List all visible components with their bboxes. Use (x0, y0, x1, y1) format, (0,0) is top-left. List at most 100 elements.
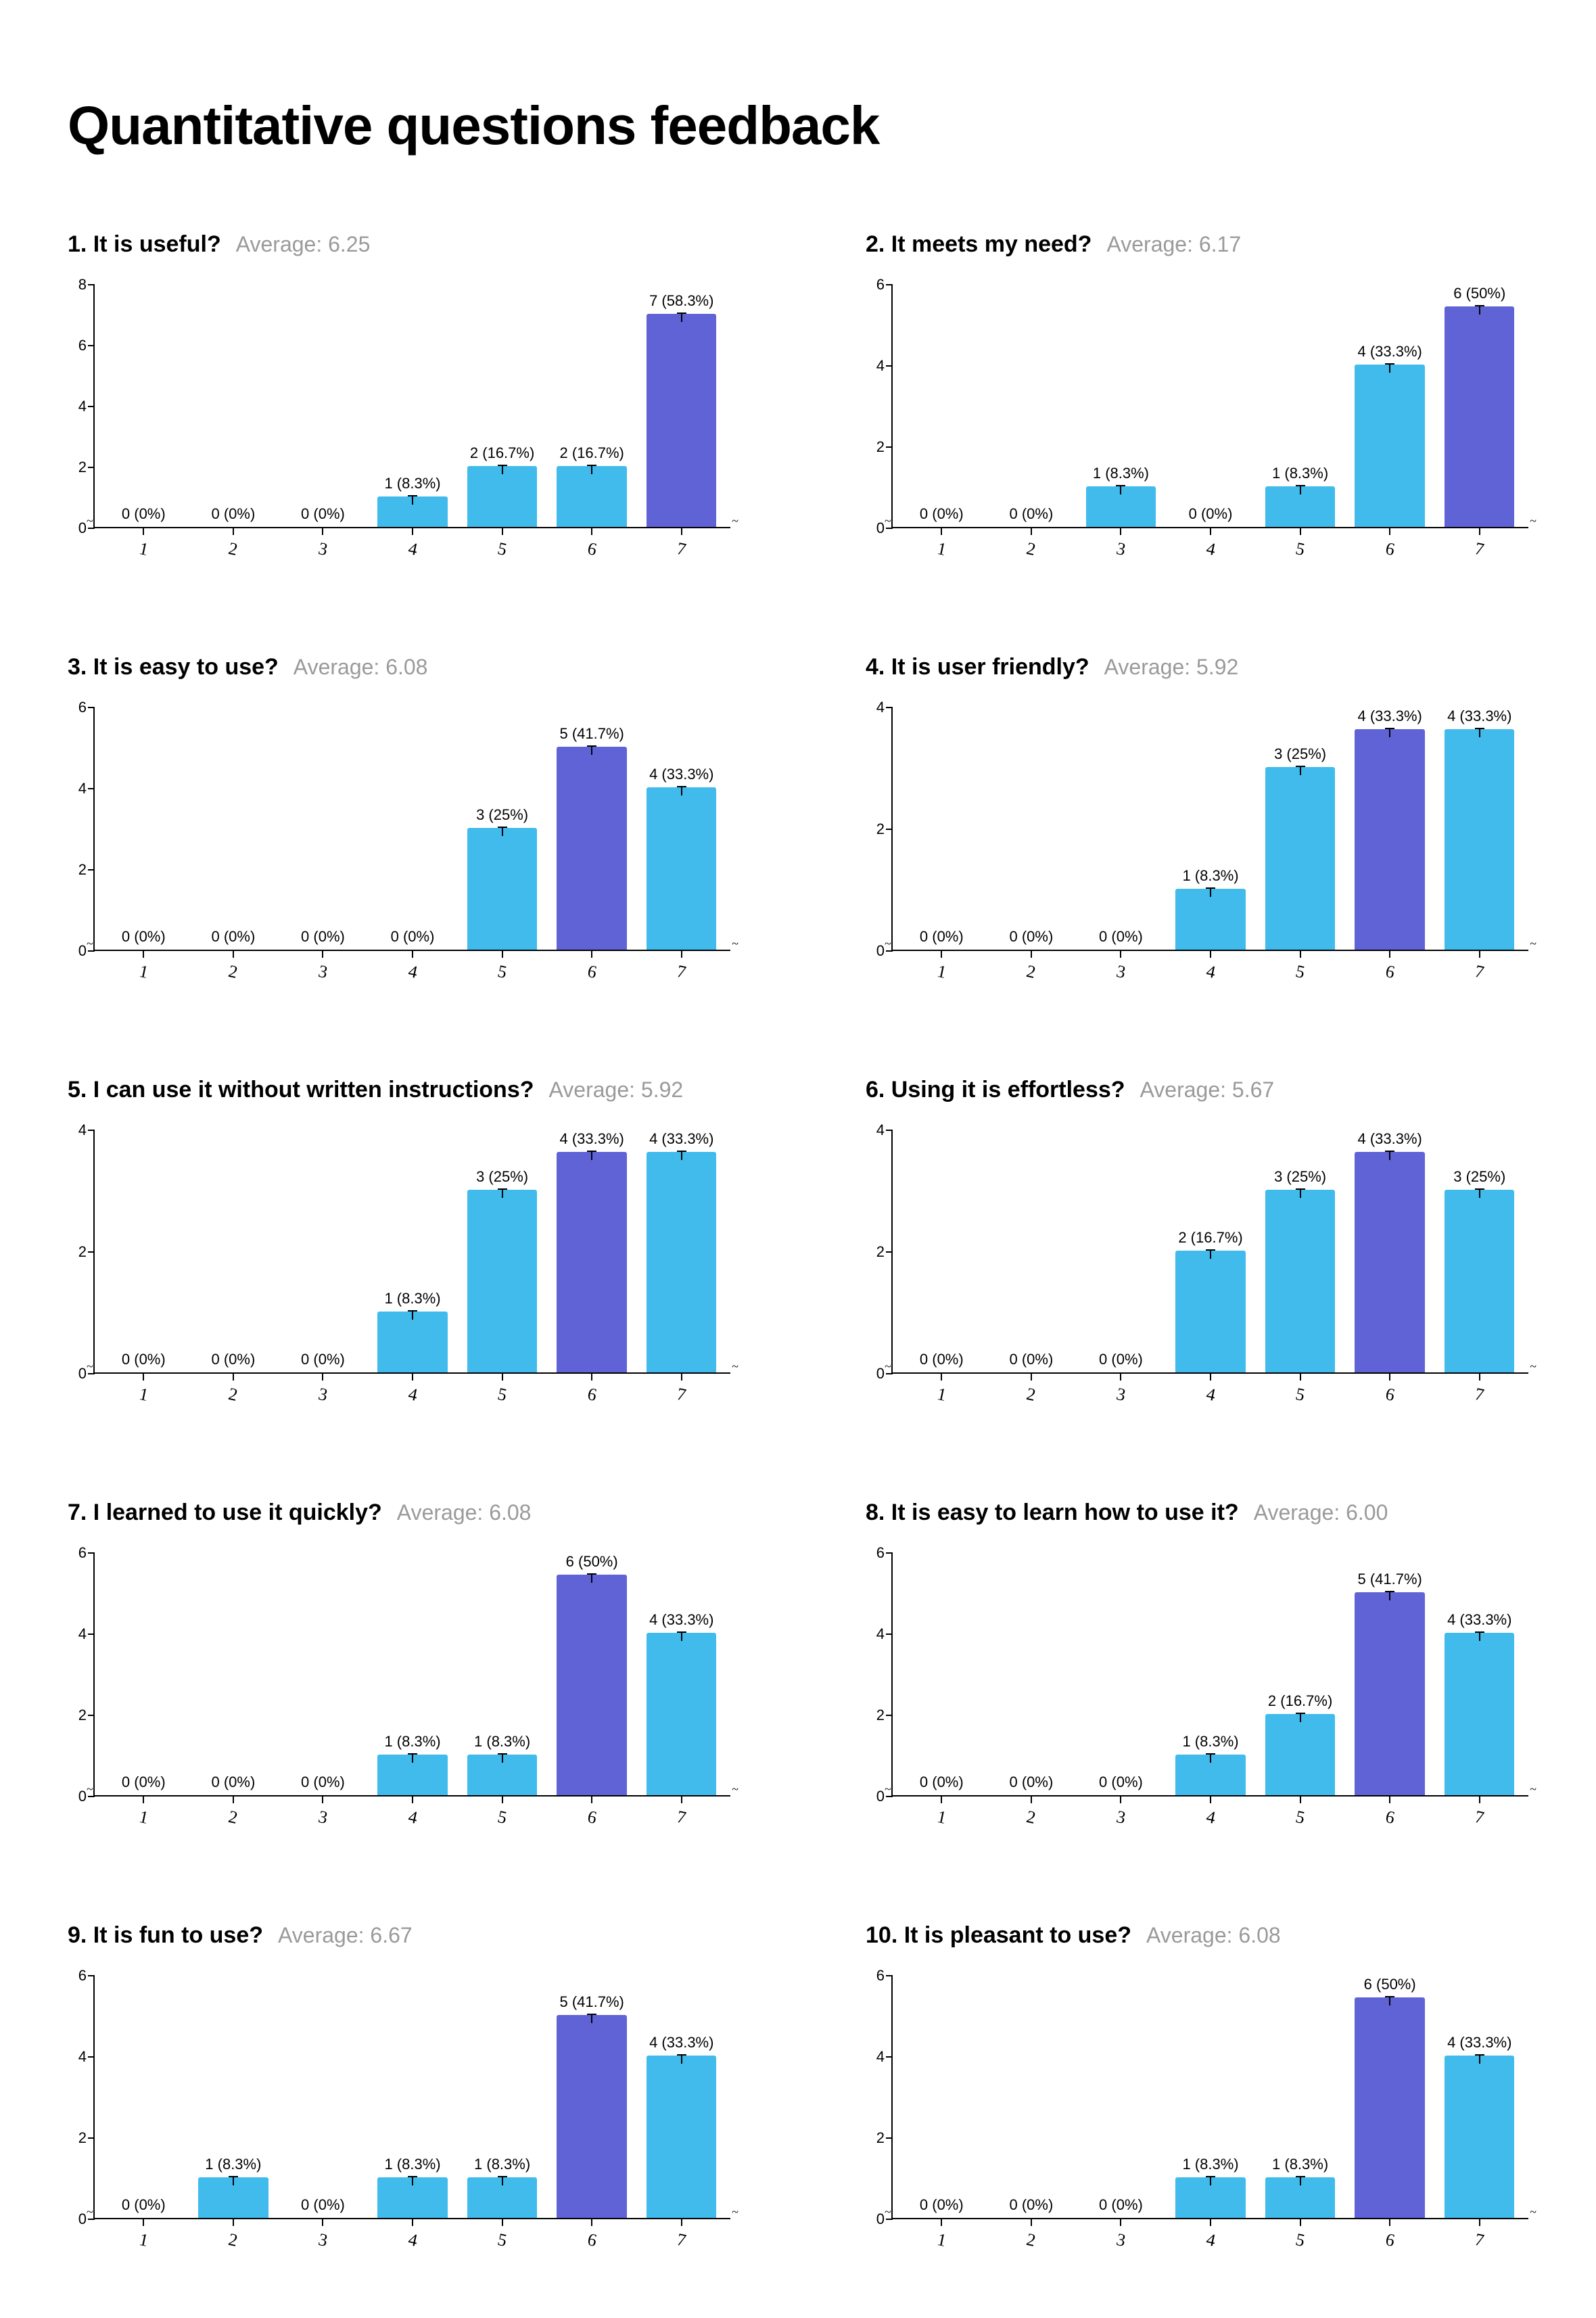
x-tick: 2 (189, 1797, 279, 1828)
chart-block: 3. It is easy to use?Average: 6.0802460 … (68, 654, 730, 982)
bar-column: 1 (8.3%) (1255, 285, 1345, 527)
bar-value-label: 7 (58.3%) (649, 292, 713, 310)
bar (647, 314, 716, 527)
x-tick-label: 2 (1025, 538, 1037, 560)
axis-curl-left-icon: ~ (87, 1360, 93, 1374)
y-tick-mark (886, 1975, 893, 1976)
x-tick-mark (322, 528, 323, 535)
bar-column: 0 (0%) (189, 1553, 279, 1795)
x-tick-label: 5 (496, 538, 509, 560)
x-tick: 7 (636, 951, 726, 982)
y-tick-mark (88, 1130, 95, 1131)
bar-value-label: 5 (41.7%) (559, 725, 624, 743)
y-tick-label: 0 (78, 519, 87, 537)
x-tick-mark (143, 951, 144, 958)
x-tick-mark (502, 528, 503, 535)
bar-column: 4 (33.3%) (636, 1130, 726, 1372)
bar-cap-icon (1479, 728, 1480, 737)
x-axis: 1234567 (893, 1374, 1528, 1405)
x-axis: 1234567 (95, 1374, 730, 1405)
x-tick-mark (1210, 1797, 1211, 1803)
x-tick-label: 1 (137, 1807, 150, 1828)
bar-column: 3 (25%) (1255, 708, 1345, 950)
bar-value-label: 1 (8.3%) (474, 2156, 530, 2173)
chart-area: 02460 (0%)0 (0%)0 (0%)1 (8.3%)1 (8.3%)6 … (68, 1553, 730, 1797)
bar-column: 0 (0%) (278, 708, 368, 950)
bar (647, 1152, 716, 1372)
chart-average: Average: 6.17 (1106, 232, 1241, 257)
y-axis: 0246 (68, 708, 95, 951)
x-tick-mark (233, 2219, 234, 2226)
bar (377, 1312, 447, 1372)
x-tick: 6 (1345, 2219, 1435, 2250)
x-tick-label: 4 (406, 961, 419, 983)
x-tick: 2 (189, 528, 279, 559)
bar-value-label: 0 (0%) (1009, 505, 1053, 523)
x-tick-mark (233, 951, 234, 958)
chart-question: 9. It is fun to use? (68, 1922, 263, 1949)
x-tick: 1 (897, 951, 987, 982)
bar-cap-icon (591, 1151, 592, 1160)
y-tick-mark (88, 1251, 95, 1253)
x-tick-mark (1389, 2219, 1390, 2226)
bar-cap-icon (412, 2176, 413, 2185)
y-tick-mark (88, 1633, 95, 1635)
bar-column: 0 (0%) (368, 708, 458, 950)
x-tick-mark (233, 528, 234, 535)
x-tick-label: 3 (1114, 1384, 1127, 1406)
chart-header: 7. I learned to use it quickly?Average: … (68, 1500, 730, 1526)
x-tick-label: 3 (316, 538, 329, 560)
bar-column: 0 (0%) (1166, 285, 1256, 527)
x-axis: 1234567 (893, 528, 1528, 559)
bar-cap-icon (412, 1310, 413, 1320)
bar-column: 4 (33.3%) (1434, 708, 1524, 950)
chart-area: 0240 (0%)0 (0%)0 (0%)1 (8.3%)3 (25%)4 (3… (68, 1130, 730, 1374)
x-tick-mark (591, 1374, 592, 1381)
chart-area: 0240 (0%)0 (0%)0 (0%)1 (8.3%)3 (25%)4 (3… (866, 708, 1528, 951)
bar-column: 7 (58.3%) (636, 285, 726, 527)
x-tick-label: 3 (316, 1384, 329, 1406)
x-tick-label: 2 (1025, 1384, 1037, 1406)
x-tick: 7 (1434, 2219, 1524, 2250)
x-tick: 6 (547, 951, 637, 982)
x-tick: 1 (99, 951, 189, 982)
x-tick-label: 7 (675, 1384, 688, 1406)
bar-cap-icon (1300, 1188, 1301, 1198)
bar-value-label: 1 (8.3%) (384, 1290, 440, 1307)
axis-curl-left-icon: ~ (87, 514, 93, 528)
x-tick-label: 6 (1384, 2229, 1396, 2251)
bar-cap-icon (681, 1631, 682, 1641)
bar (1355, 1592, 1424, 1795)
x-tick-mark (1120, 528, 1121, 535)
bar-value-label: 5 (41.7%) (1357, 1571, 1422, 1588)
bar-column: 2 (16.7%) (547, 285, 637, 527)
x-tick-label: 3 (1114, 1807, 1127, 1828)
y-tick-mark (88, 406, 95, 407)
y-axis: 0246 (68, 1553, 95, 1797)
x-tick-mark (1479, 528, 1480, 535)
y-tick-mark (88, 707, 95, 708)
bar-value-label: 0 (0%) (920, 505, 964, 523)
x-tick: 6 (547, 2219, 637, 2250)
x-tick-mark (591, 951, 592, 958)
bar-cap-icon (502, 1753, 503, 1763)
bar (198, 2177, 268, 2218)
y-tick-mark (88, 1975, 95, 1976)
bar-column: 0 (0%) (278, 285, 368, 527)
y-tick-label: 4 (876, 1121, 885, 1139)
bar-cap-icon (1389, 728, 1390, 737)
x-tick: 7 (1434, 951, 1524, 982)
bar-value-label: 2 (16.7%) (559, 444, 624, 462)
bar-column: 0 (0%) (897, 1976, 987, 2218)
x-tick-label: 6 (1384, 961, 1396, 983)
x-tick-mark (1389, 1374, 1390, 1381)
y-tick-label: 2 (876, 1707, 885, 1724)
bar-value-label: 1 (8.3%) (1272, 2156, 1328, 2173)
x-tick: 6 (1345, 951, 1435, 982)
bar-value-label: 4 (33.3%) (1447, 2034, 1511, 2052)
x-tick-mark (1031, 528, 1032, 535)
axis-curl-right-icon: ~ (1530, 2205, 1536, 2219)
x-tick: 6 (1345, 1797, 1435, 1828)
bar (467, 1755, 537, 1795)
bar-column: 0 (0%) (99, 708, 189, 950)
